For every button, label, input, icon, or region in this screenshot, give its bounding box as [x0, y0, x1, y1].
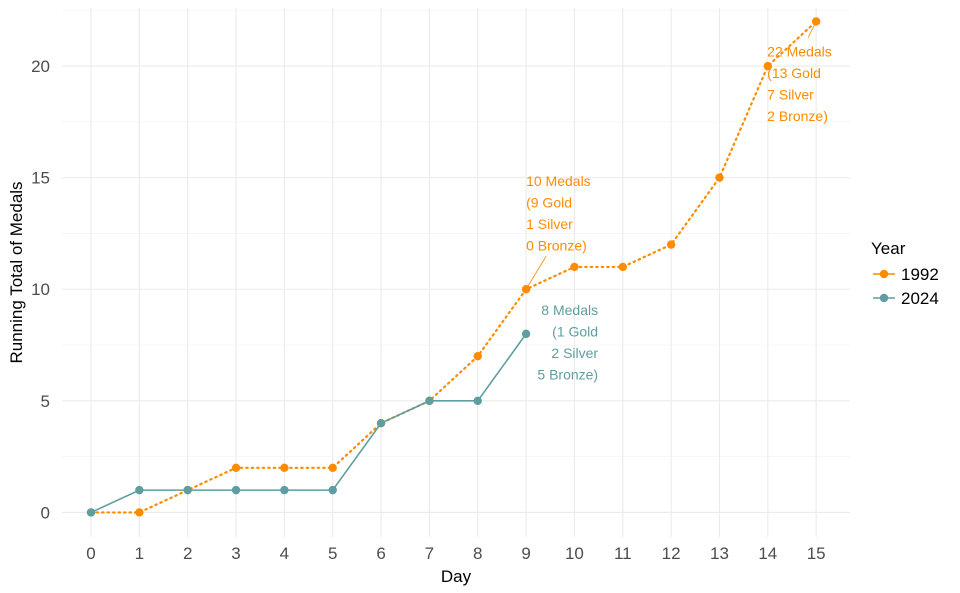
data-point-1992 [473, 352, 482, 361]
x-tick-label: 15 [807, 544, 826, 563]
data-point-2024 [231, 485, 241, 495]
data-point-2024 [135, 485, 144, 495]
x-tick-label: 6 [376, 544, 385, 563]
annotation-text: 1 Silver [526, 216, 573, 232]
x-tick-label: 11 [614, 544, 632, 563]
annotation-text: 10 Medals [526, 173, 591, 189]
annotations: 10 Medals (9 Gold 1 Silver 0 Bronze) 22 Meda… [525, 21, 832, 383]
data-point-2024 [473, 396, 482, 406]
series-1992 [86, 17, 821, 517]
data-point-2024 [425, 396, 434, 406]
annotation-text: 7 Silver [767, 86, 814, 102]
data-point-1992 [328, 463, 337, 473]
annotation-text: 8 Medals [541, 302, 598, 318]
data-point-2024 [280, 485, 289, 495]
x-tick-label: 12 [662, 544, 681, 563]
annotation-text: 2 Silver [551, 345, 598, 361]
data-point-2024 [521, 329, 531, 339]
annotation-text: 22 Medals [767, 43, 832, 59]
data-point-1992 [763, 61, 773, 71]
annotation-text: 0 Bronze) [526, 238, 587, 254]
y-tick-label: 5 [41, 392, 50, 411]
x-tick-label: 4 [280, 544, 289, 563]
legend-label: 2024 [901, 289, 939, 308]
data-point-2024 [328, 485, 337, 495]
x-tick-label: 3 [231, 544, 240, 563]
data-point-1992 [135, 508, 144, 517]
x-tick-label: 10 [565, 544, 584, 563]
annotation-1992: 22 Medals (13 Gold 7 Silver 2 Bronze) [767, 21, 832, 124]
data-point-1992 [666, 240, 676, 249]
annotation-leader-line [807, 21, 817, 38]
legend-item-2024: 2024 [873, 289, 939, 308]
series-2024 [86, 329, 531, 517]
grid [62, 8, 850, 537]
series-line-2024 [90, 333, 527, 514]
y-axis-title: Running Total of Medals [7, 181, 26, 363]
annotation-2024: 8 Medals (1 Gold 2 Silver 5 Bronze) [537, 302, 598, 383]
series-layer [86, 17, 821, 517]
annotation-1992: 10 Medals (9 Gold 1 Silver 0 Bronze) [525, 173, 591, 290]
legend-item-1992: 1992 [873, 265, 939, 284]
x-tick-label: 9 [521, 544, 530, 563]
y-tick-label: 0 [41, 503, 50, 522]
x-tick-label: 2 [183, 544, 192, 563]
data-point-2024 [183, 485, 192, 495]
x-tick-label: 8 [473, 544, 482, 563]
y-tick-label: 10 [31, 280, 50, 299]
x-tick-label: 1 [135, 544, 144, 563]
x-tick-label: 7 [425, 544, 434, 563]
annotation-text: 2 Bronze) [767, 108, 828, 124]
x-tick-label: 13 [710, 544, 729, 563]
x-tick-label: 5 [328, 544, 337, 563]
x-tick-label: 0 [86, 544, 95, 563]
annotation-text: (13 Gold [767, 65, 821, 81]
legend: Year 1992 2024 [871, 239, 939, 308]
y-tick-label: 15 [31, 169, 50, 188]
legend-title: Year [871, 239, 906, 258]
annotation-text: (1 Gold [552, 323, 598, 339]
annotation-leader-line [525, 256, 547, 290]
annotation-text: (9 Gold [526, 195, 572, 211]
legend-label: 1992 [901, 265, 939, 284]
x-tick-label: 14 [758, 544, 777, 563]
data-point-1992 [280, 463, 289, 473]
data-point-1992 [618, 262, 627, 272]
x-axis-title: Day [441, 567, 472, 586]
data-point-2024 [376, 418, 386, 428]
y-tick-label: 20 [31, 57, 50, 76]
annotation-text: 5 Bronze) [537, 366, 598, 382]
data-point-2024 [86, 508, 96, 517]
data-point-1992 [715, 173, 724, 182]
series-line-1992 [89, 20, 818, 514]
legend-key-point [879, 269, 889, 279]
legend-key-point [879, 293, 889, 303]
data-point-1992 [570, 262, 579, 272]
data-point-1992 [231, 463, 241, 473]
